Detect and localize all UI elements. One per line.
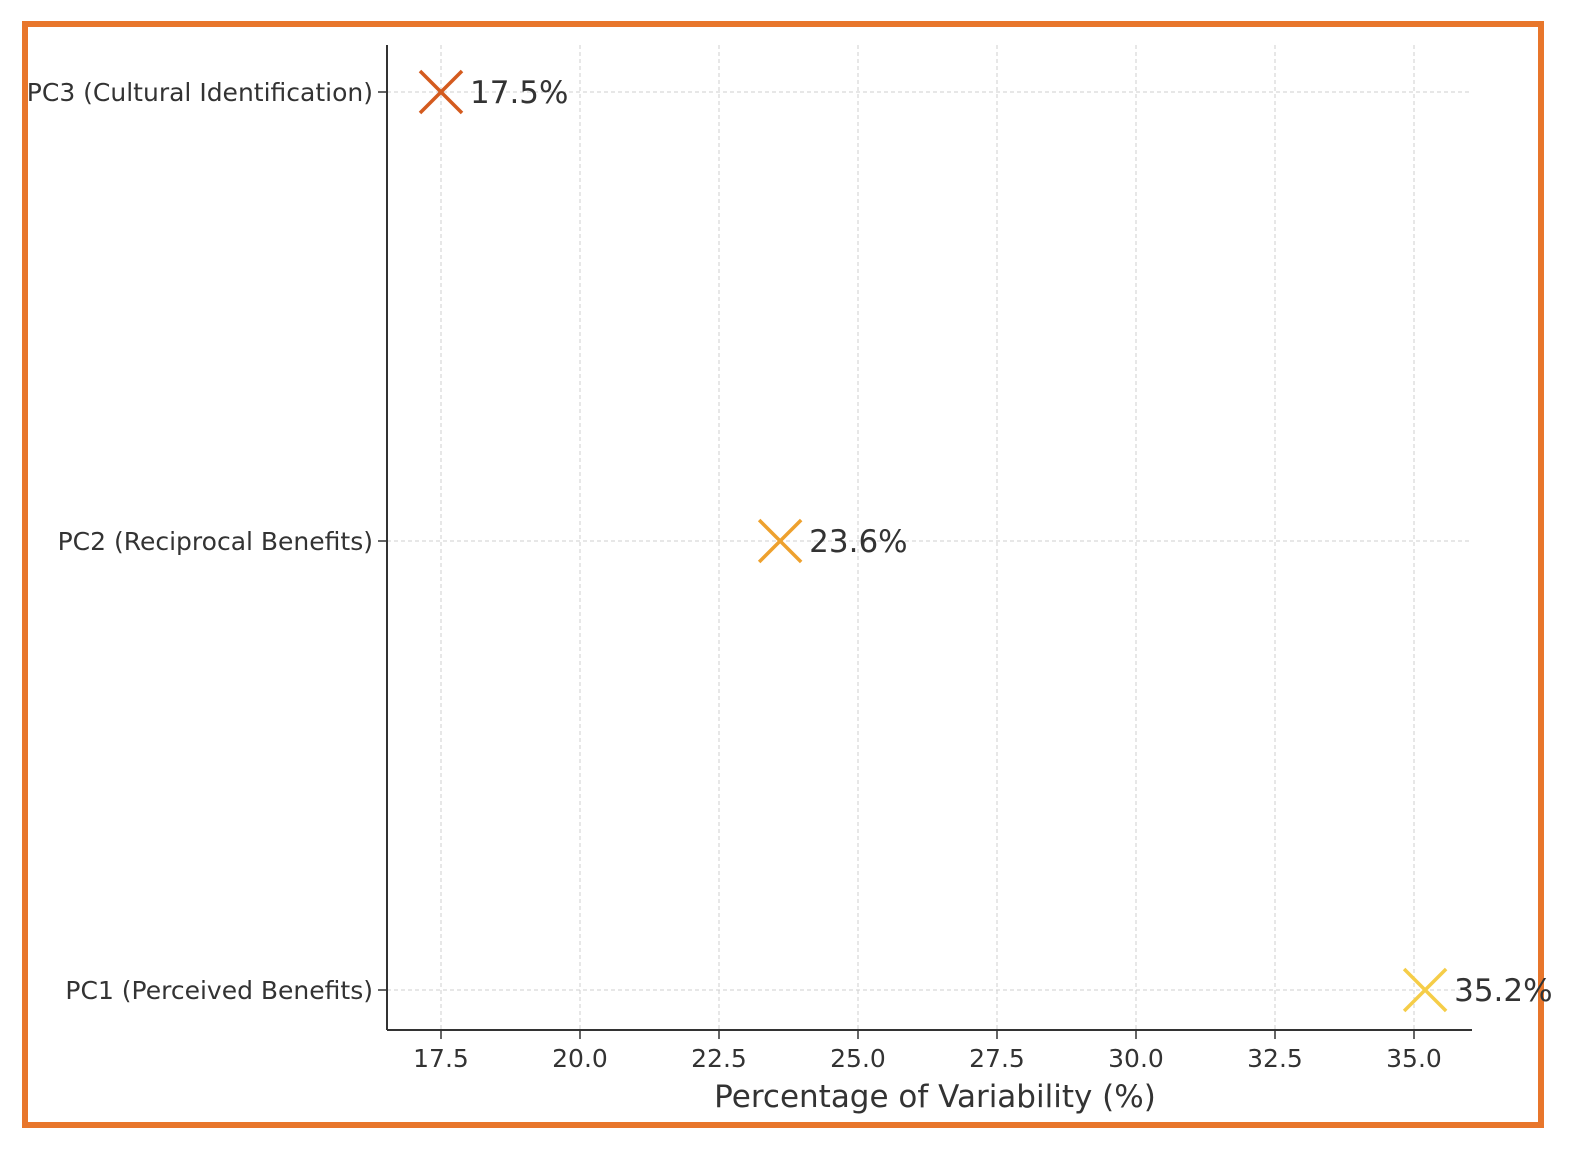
- data-point-marker: [418, 69, 464, 115]
- points-layer: 17.5% 23.6% 35.2%: [418, 69, 1553, 1013]
- x-tick-label: 20.0: [552, 1044, 608, 1073]
- chart-frame: [22, 21, 1544, 1128]
- marker-stroke: [757, 518, 803, 564]
- x-tick-label: 17.5: [413, 1044, 469, 1073]
- x-tick-label: 30.0: [1108, 1044, 1164, 1073]
- y-tick-label: PC1 (Perceived Benefits): [65, 976, 373, 1005]
- x-tick-label: 27.5: [969, 1044, 1025, 1073]
- x-ticks-layer: 17.5 20.0 22.5 25.0 27.5 30.0 32.5 35.0: [413, 1030, 1442, 1073]
- axes-layer: [386, 45, 1472, 1031]
- marker-stroke: [1402, 967, 1448, 1013]
- y-tick-label: PC2 (Reciprocal Benefits): [58, 527, 373, 556]
- y-tick-label: PC3 (Cultural Identification): [27, 78, 373, 107]
- grid-layer: [387, 45, 1472, 1030]
- data-point-marker: [757, 518, 803, 564]
- y-ticks-layer: PC3 (Cultural Identification) PC2 (Recipr…: [27, 78, 387, 1005]
- x-tick-label: 22.5: [691, 1044, 747, 1073]
- data-label: 35.2%: [1454, 973, 1552, 1009]
- x-axis-title: Percentage of Variability (%): [714, 1079, 1156, 1115]
- data-label: 17.5%: [470, 75, 568, 111]
- x-tick-label: 25.0: [830, 1044, 886, 1073]
- data-label: 23.6%: [809, 524, 907, 560]
- x-tick-label: 35.0: [1386, 1044, 1442, 1073]
- marker-stroke: [418, 69, 464, 115]
- data-point-marker: [1402, 967, 1448, 1013]
- x-tick-label: 32.5: [1247, 1044, 1303, 1073]
